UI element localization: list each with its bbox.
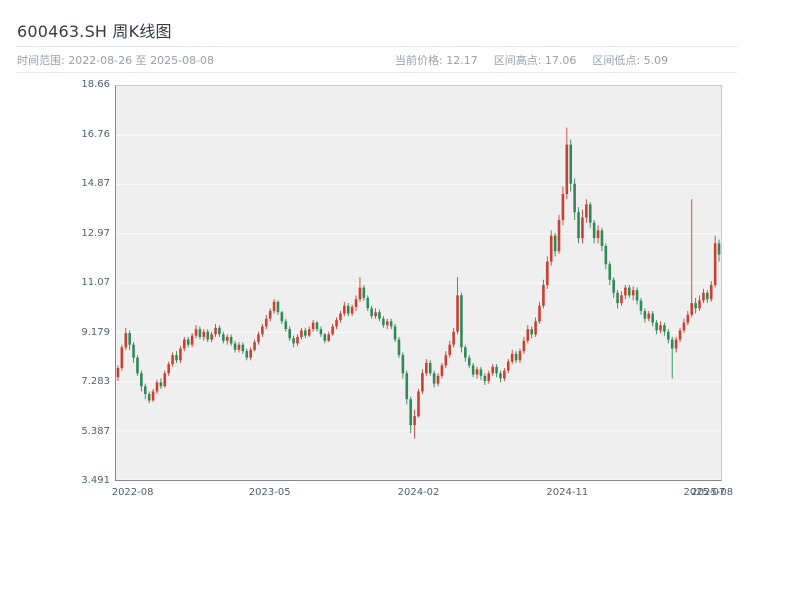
x-tick-label: 2023-05 (248, 487, 291, 498)
stats-row: 当前价格: 12.17 区间高点: 17.06 区间低点: 5.09 (395, 52, 668, 68)
y-tick-label: 11.07 (81, 277, 110, 289)
x-tick-label: 2024-11 (546, 487, 589, 498)
y-tick-label: 9.179 (81, 326, 110, 338)
range-low-label: 区间低点: 5.09 (592, 54, 669, 67)
date-range-label: 时间范围: 2022-08-26 至 2025-08-08 (17, 54, 215, 67)
x-tick-label: 2024-02 (397, 487, 440, 498)
y-tick-label: 14.87 (81, 177, 110, 189)
y-tick-label: 7.283 (81, 376, 110, 387)
x-tick-label: 2025-07 (683, 487, 726, 498)
title-divider (16, 46, 737, 47)
y-tick-label: 3.491 (81, 475, 110, 486)
y-tick-label: 5.387 (81, 425, 110, 437)
y-tick-label: 12.97 (81, 227, 110, 239)
y-tick-label: 18.66 (81, 79, 110, 90)
x-tick-label: 2025-08 (691, 487, 734, 498)
subheader-divider (16, 72, 737, 73)
range-high-label: 区间高点: 17.06 (493, 54, 577, 67)
page-title: 600463.SH 周K线图 (17, 22, 172, 41)
x-tick-label: 2022-08 (111, 487, 154, 498)
candlestick-svg (116, 86, 721, 480)
current-price-label: 当前价格: 12.17 (395, 54, 478, 67)
y-tick-label: 16.76 (81, 128, 110, 140)
plot-area (115, 85, 722, 481)
